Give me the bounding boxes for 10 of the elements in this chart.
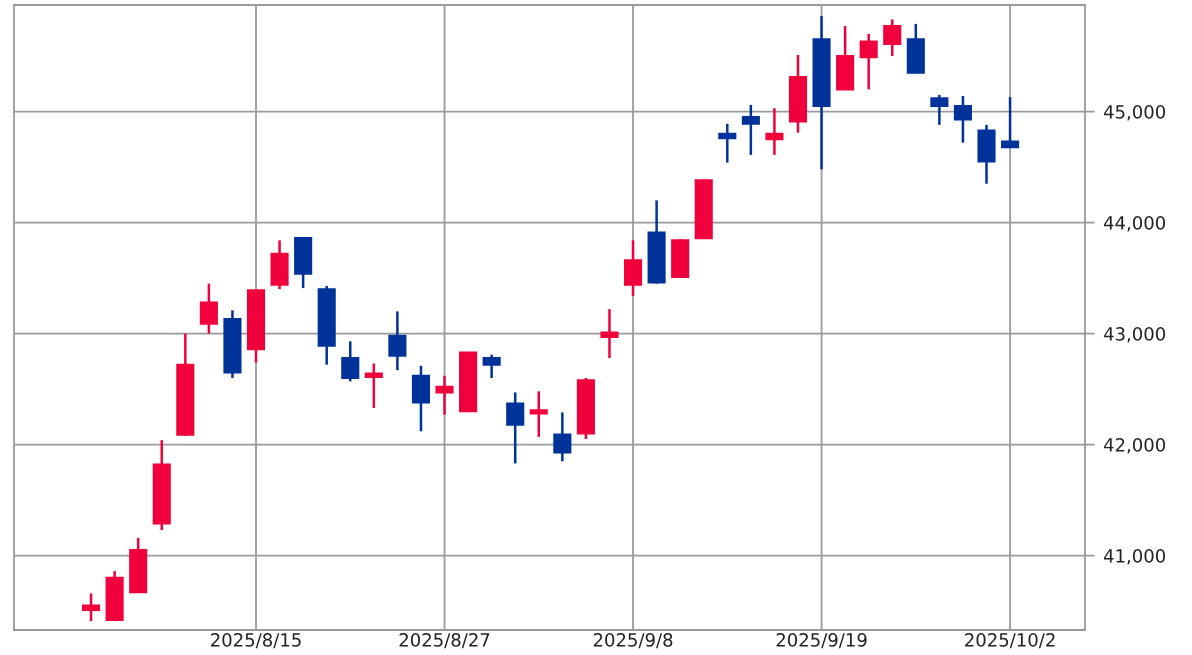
x-tick-label: 2025/8/15 (211, 633, 301, 649)
x-tick-label: 2025/10/2 (965, 633, 1055, 649)
y-tick-label: 45,000 (1103, 105, 1166, 121)
x-tick-label: 2025/9/19 (776, 633, 867, 649)
y-tick-label: 44,000 (1103, 216, 1166, 232)
y-tick-label: 42,000 (1103, 438, 1166, 454)
y-tick-label: 43,000 (1103, 327, 1166, 343)
x-tick-label: 2025/8/27 (399, 633, 490, 649)
y-tick-label: 41,000 (1103, 549, 1166, 565)
x-tick-label: 2025/9/8 (593, 633, 673, 649)
